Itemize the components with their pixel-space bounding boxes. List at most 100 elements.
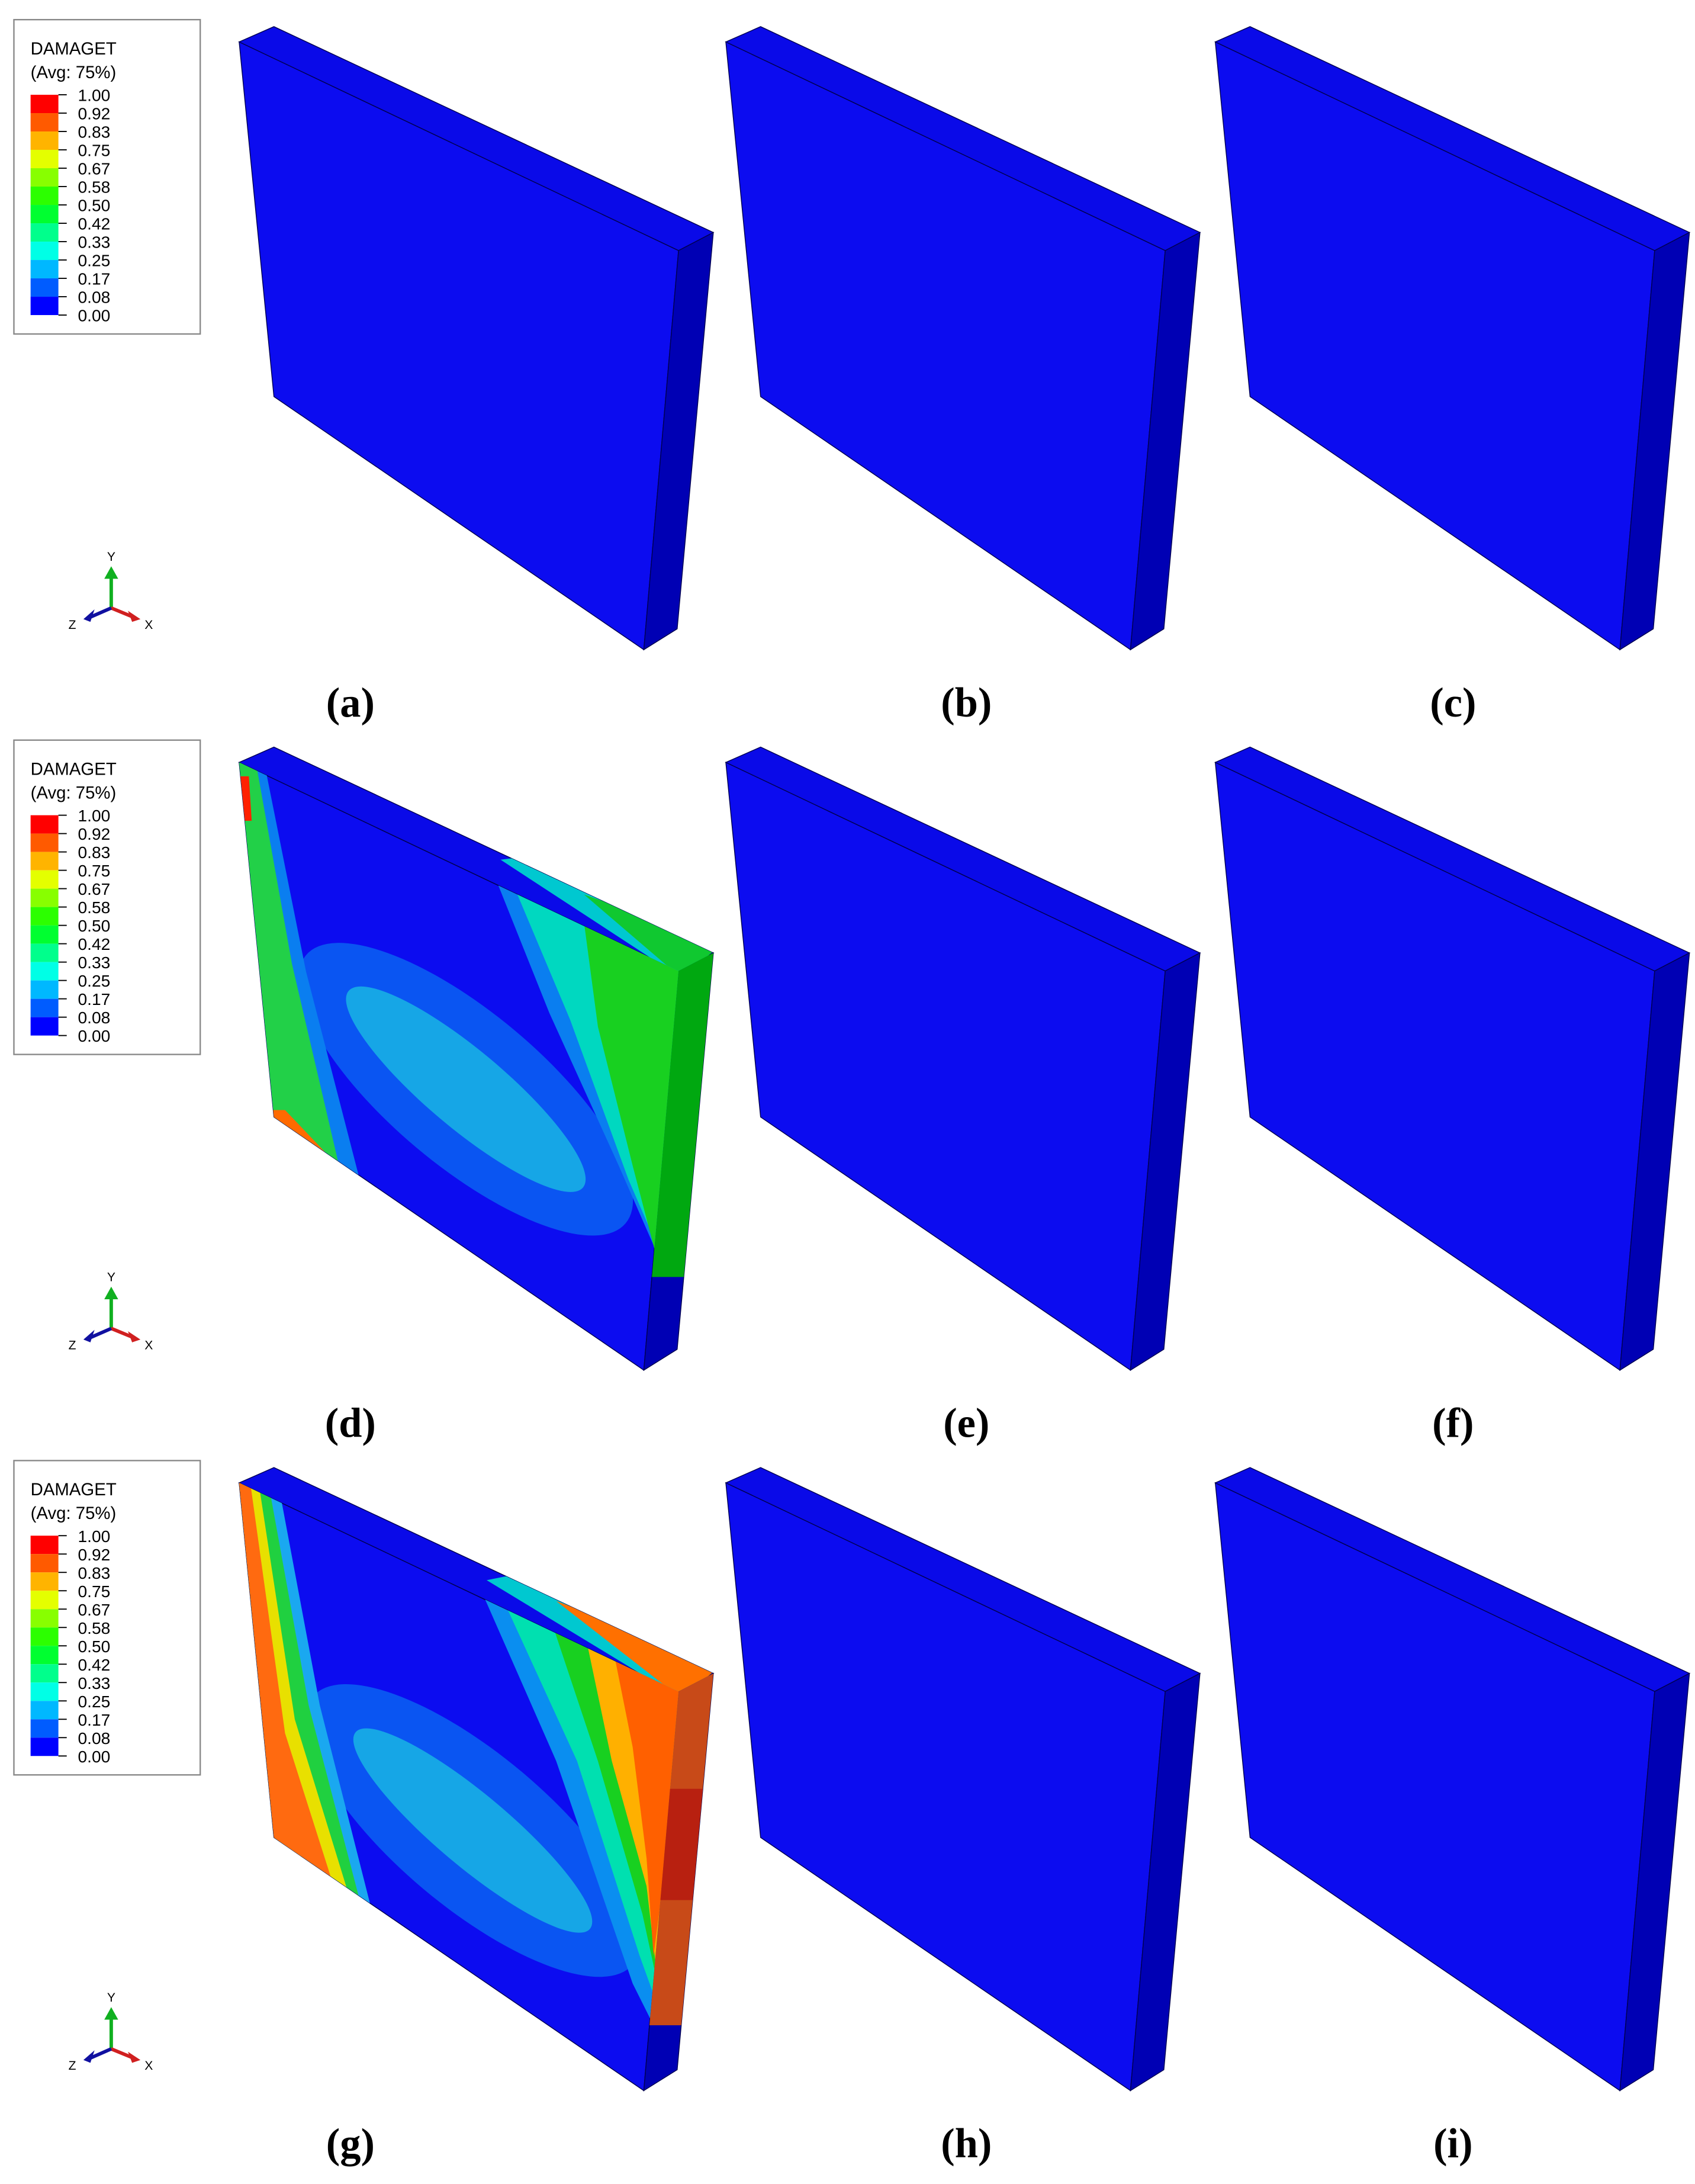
legend-level: 0.92: [78, 104, 111, 123]
legend-level: 0.75: [78, 1582, 111, 1601]
legend-level: 0.75: [78, 141, 111, 160]
legend-level: 0.50: [78, 916, 111, 935]
legend-level: 0.75: [78, 861, 111, 880]
axis-x-head: [128, 2051, 141, 2063]
legend-level: 0.00: [78, 1026, 111, 1045]
axis-label: Y: [107, 1991, 115, 2005]
legend-level: 0.00: [78, 306, 111, 325]
legend-swatch: [30, 242, 59, 261]
panel-label: (f): [1432, 1400, 1474, 1446]
damage-contour: [239, 1482, 713, 2053]
axis-z-head: [83, 1329, 95, 1342]
legend-swatch: [30, 131, 59, 150]
legend-swatch: [30, 205, 59, 224]
row: (a) (b) (c)DAMAGET(Avg: 75%)1.000.920.830.…: [13, 19, 1476, 726]
slab-side: [1619, 952, 1690, 1372]
legend-level: 0.67: [78, 879, 111, 898]
legend-level: 0.58: [78, 178, 111, 197]
panel-label: (c): [1430, 680, 1476, 726]
legend-title: DAMAGET: [31, 760, 117, 779]
legend-level: 0.58: [78, 898, 111, 917]
legend-level: 1.00: [78, 86, 111, 105]
legend-swatch: [30, 943, 59, 962]
axis-x-head: [128, 611, 141, 622]
slab: [1214, 26, 1691, 651]
legend-level: 0.67: [78, 159, 111, 178]
legend-level: 0.33: [78, 1674, 111, 1692]
panel-label: (e): [943, 1400, 989, 1446]
row: (d) (e) (f)DAMAGET(Avg: 75%)1.000.920.830.…: [13, 739, 1474, 1446]
axis-z-head: [83, 609, 95, 622]
legend-level: 0.42: [78, 214, 111, 233]
axis-y-head: [104, 1286, 118, 1299]
slab: [1214, 746, 1691, 1372]
damage-contour: [239, 762, 713, 1277]
legend-swatch: [30, 833, 59, 852]
legend-level: 0.25: [78, 251, 111, 270]
legend-swatch: [30, 870, 59, 889]
legend-swatch: [30, 852, 59, 871]
legend-level: 0.92: [78, 824, 111, 843]
panel-label: (i): [1433, 2121, 1472, 2167]
axis-label: Z: [69, 618, 76, 632]
slab: [725, 746, 1201, 1372]
legend-swatch: [30, 168, 59, 187]
axis-label: Y: [107, 1270, 115, 1284]
axis-label: Z: [69, 2059, 76, 2073]
panel-label: (h): [941, 2121, 992, 2167]
axis-y-head: [104, 2007, 118, 2020]
slab-side: [1130, 952, 1201, 1372]
legend-swatch: [30, 815, 59, 834]
slab: [725, 1467, 1201, 2092]
slab: [1214, 1467, 1691, 2092]
slab-side: [1130, 1672, 1201, 2092]
axis-y-head: [104, 566, 118, 579]
legend-swatch: [30, 962, 59, 981]
legend-swatch: [30, 888, 59, 907]
legend-swatch: [30, 1719, 59, 1738]
legend-swatch: [30, 1627, 59, 1646]
axis-label: Z: [69, 1338, 76, 1352]
legend-swatch: [30, 998, 59, 1017]
axis-z-head: [83, 2050, 95, 2063]
legend-swatch: [30, 113, 59, 132]
legend-swatch: [30, 150, 59, 169]
axis-x-head: [128, 1331, 141, 1342]
legend-level: 1.00: [78, 1527, 111, 1546]
legend-title: DAMAGET: [31, 39, 117, 59]
legend-swatch: [30, 1017, 59, 1036]
legend-subtitle: (Avg: 75%): [31, 63, 117, 82]
legend-swatch: [30, 1554, 59, 1573]
legend-level: 0.25: [78, 1692, 111, 1711]
legend-swatch: [30, 1646, 59, 1665]
legend-swatch: [30, 1591, 59, 1610]
slab-side: [1130, 232, 1201, 651]
legend-swatch: [30, 297, 59, 316]
legend-title: DAMAGET: [31, 1480, 117, 1499]
legend-swatch: [30, 1682, 59, 1701]
legend-level: 0.42: [78, 934, 111, 953]
legend-swatch: [30, 187, 59, 205]
legend-level: 0.50: [78, 196, 111, 215]
legend-level: 0.50: [78, 1637, 111, 1656]
legend-swatch: [30, 980, 59, 999]
slab-side: [643, 232, 714, 651]
legend-level: 0.25: [78, 971, 111, 990]
legend-level: 0.83: [78, 1563, 111, 1582]
axis-label: X: [144, 1338, 153, 1352]
legend-level: 0.17: [78, 269, 111, 288]
legend-level: 0.83: [78, 843, 111, 862]
legend-level: 0.67: [78, 1600, 111, 1619]
slab-side: [1619, 1672, 1690, 2092]
axis-label: X: [144, 2059, 153, 2073]
legend-level: 0.17: [78, 1710, 111, 1729]
legend-swatch: [30, 95, 59, 114]
legend-swatch: [30, 1572, 59, 1591]
panel-label: (a): [326, 680, 375, 726]
axis-label: Y: [107, 550, 115, 564]
legend-swatch: [30, 907, 59, 926]
legend-level: 0.08: [78, 1008, 111, 1027]
axis-z: [88, 1327, 112, 1340]
legend-level: 0.92: [78, 1545, 111, 1564]
